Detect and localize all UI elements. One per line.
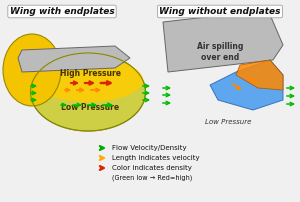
Ellipse shape bbox=[3, 34, 61, 106]
Text: Low Pressure: Low Pressure bbox=[61, 103, 119, 113]
Polygon shape bbox=[210, 60, 283, 110]
Text: Wing without endplates: Wing without endplates bbox=[159, 7, 281, 16]
Polygon shape bbox=[163, 10, 283, 72]
Ellipse shape bbox=[31, 53, 146, 131]
Text: (Green low → Red=high): (Green low → Red=high) bbox=[112, 175, 192, 181]
Ellipse shape bbox=[33, 58, 143, 102]
Polygon shape bbox=[18, 46, 130, 72]
Polygon shape bbox=[236, 60, 283, 90]
Text: Air spilling
over end: Air spilling over end bbox=[197, 42, 243, 62]
Text: Low Pressure: Low Pressure bbox=[205, 119, 251, 125]
Text: Length indicates velocity: Length indicates velocity bbox=[112, 155, 200, 161]
Text: High Pressure: High Pressure bbox=[59, 69, 121, 79]
Text: Wing with endplates: Wing with endplates bbox=[10, 7, 114, 16]
Text: Flow Velocity/Density: Flow Velocity/Density bbox=[112, 145, 187, 151]
Text: Color indicates density: Color indicates density bbox=[112, 165, 192, 171]
